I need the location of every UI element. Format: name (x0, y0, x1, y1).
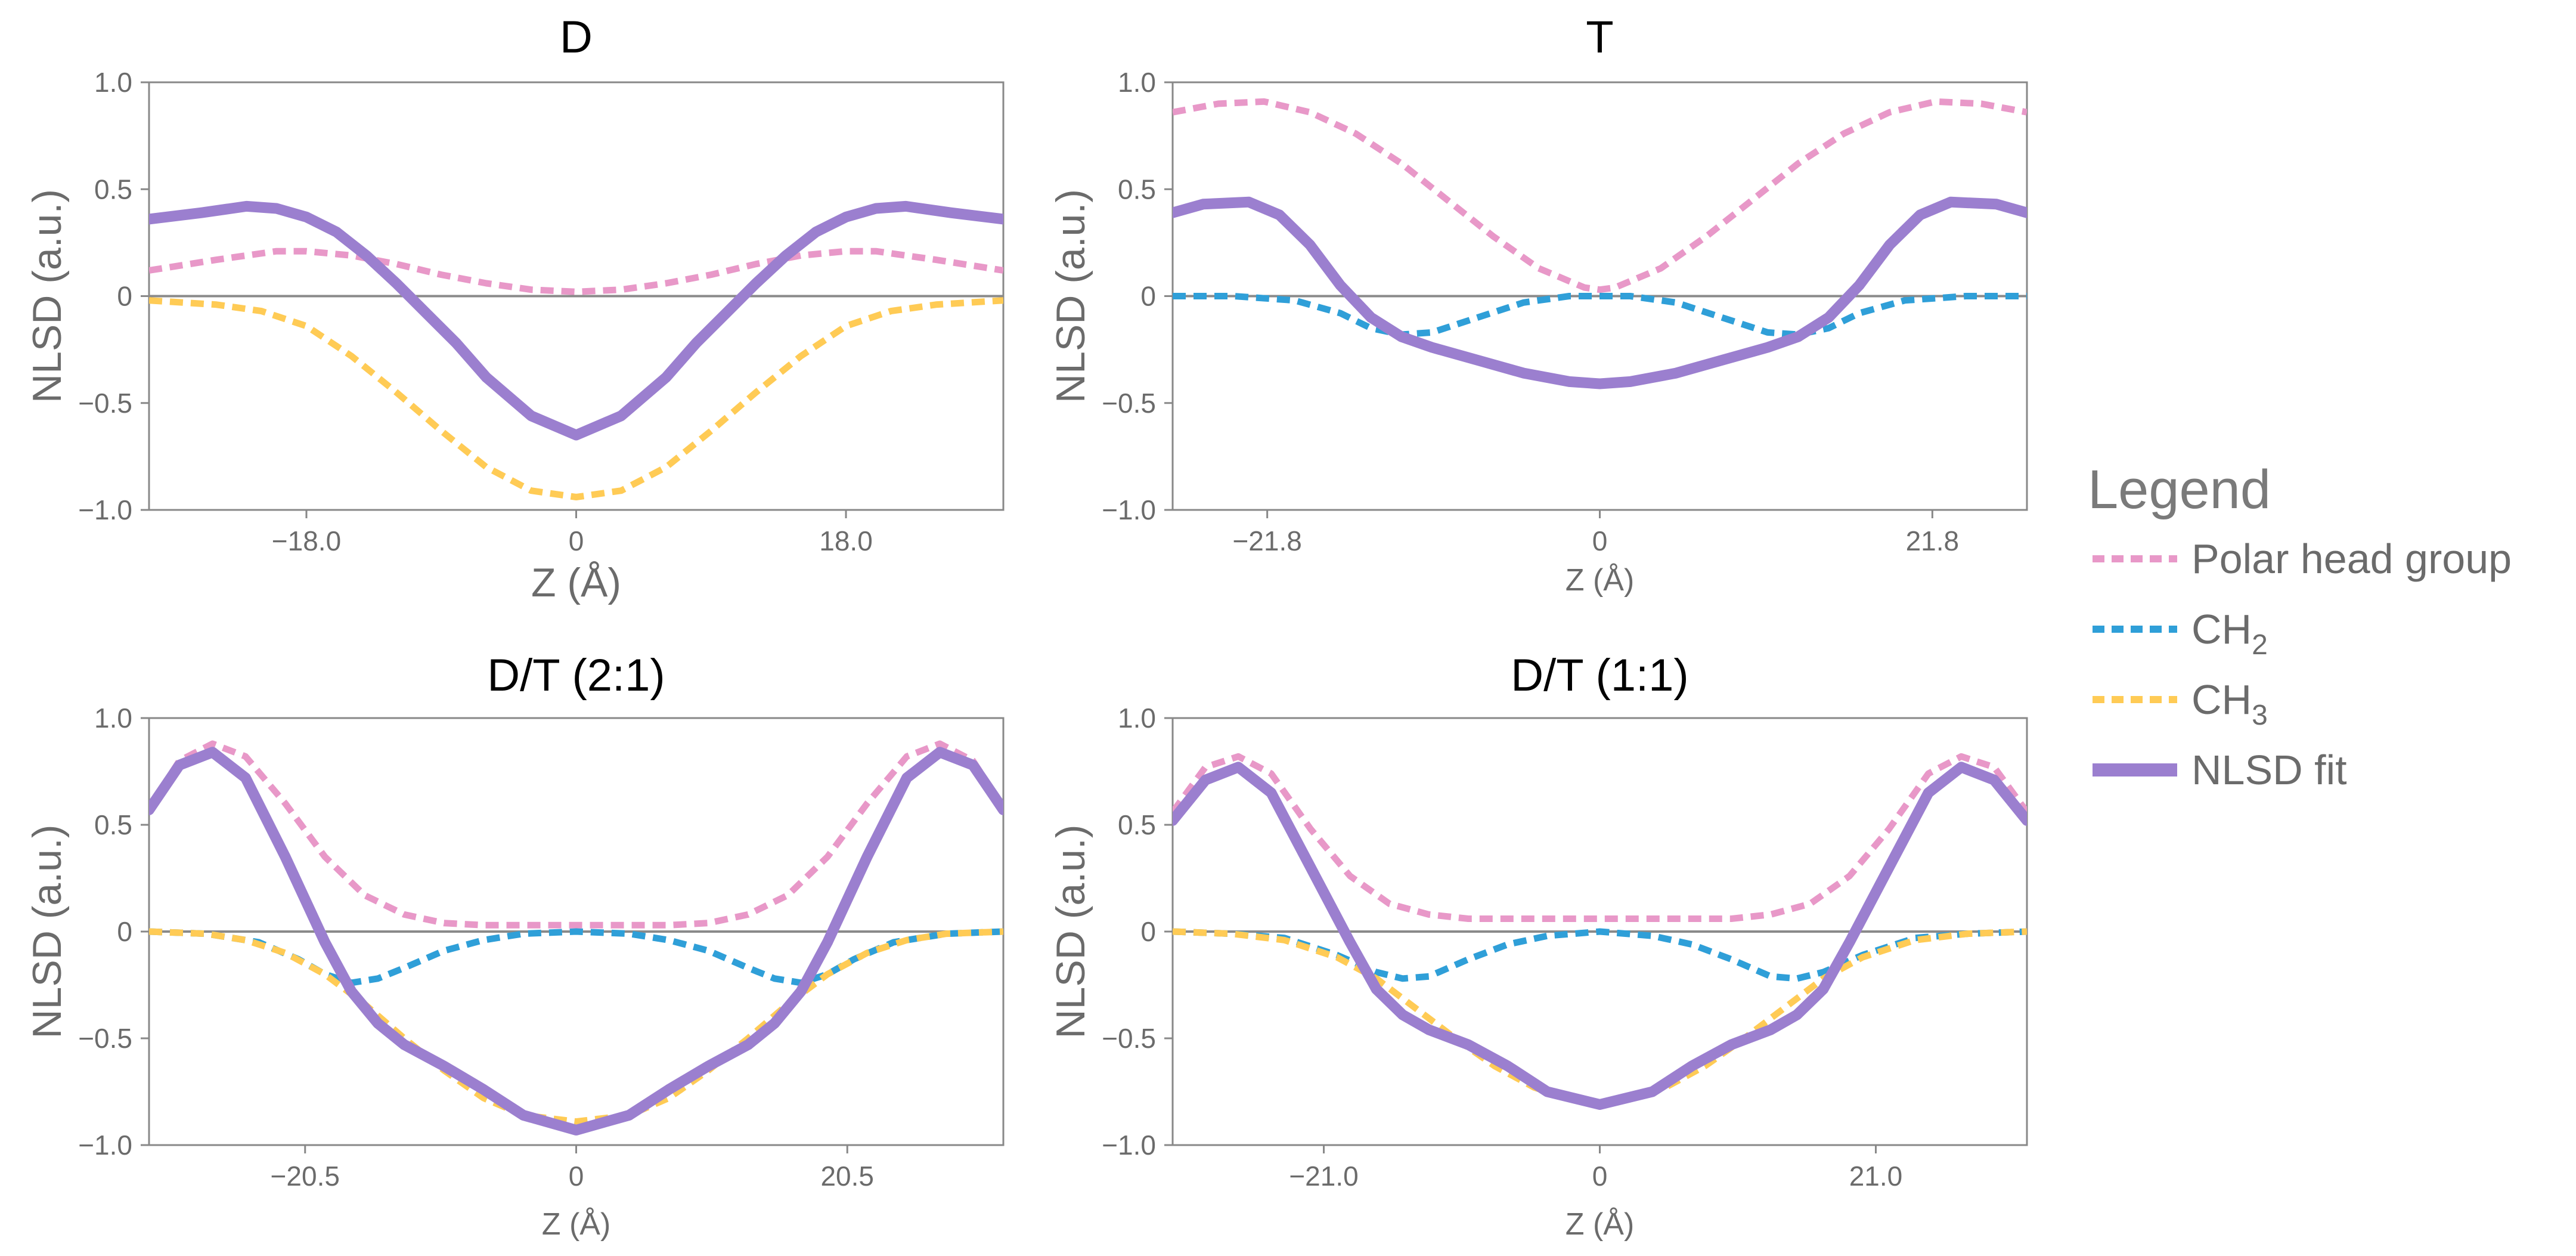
legend-title: Legend (2088, 459, 2271, 520)
x-axis-label: Z (Å) (1566, 563, 1635, 598)
x-tick-label: −18.0 (272, 525, 341, 556)
series-group (1173, 98, 2027, 389)
y-tick-label: −0.5 (78, 388, 132, 419)
legend-label: CH3 (2191, 676, 2268, 731)
y-tick-label: 1.0 (94, 67, 132, 98)
x-tick-label: 20.5 (820, 1161, 874, 1192)
x-tick-label: −21.0 (1289, 1161, 1358, 1192)
legend-label: Polar head group (2191, 536, 2512, 582)
x-tick-label: 21.8 (1906, 525, 1960, 556)
series-line-fit (149, 200, 1003, 441)
y-tick-label: 0.5 (94, 809, 132, 840)
y-tick-label: 0 (1140, 916, 1156, 947)
series-line-polar (149, 248, 1003, 295)
x-tick-label: 21.0 (1849, 1161, 1903, 1192)
panel-title: D/T (2:1) (487, 650, 665, 701)
series-line-ch3 (149, 297, 1003, 500)
legend-item-fit: NLSD fit (2093, 747, 2347, 793)
series-line-fit (1173, 762, 2027, 1110)
series-group (149, 200, 1003, 500)
y-tick-label: −0.5 (1102, 388, 1156, 419)
panel-title: T (1586, 12, 1613, 63)
y-tick-label: 0 (117, 281, 132, 312)
series-group (1173, 753, 2027, 1110)
y-tick-label: 1.0 (1118, 703, 1156, 734)
x-tick-label: −20.5 (271, 1161, 340, 1192)
y-axis-label: NLSD (a.u.) (24, 825, 70, 1039)
x-axis-label: Z (Å) (1566, 1207, 1635, 1242)
series-line-polar (149, 740, 1003, 929)
x-tick-label: 0 (569, 525, 584, 556)
series-line-polar (1173, 753, 2027, 922)
y-tick-label: −1.0 (78, 1130, 132, 1161)
series-line-polar (1173, 98, 2027, 293)
y-tick-label: 0.5 (94, 174, 132, 205)
legend-label: CH2 (2191, 606, 2268, 661)
chart-panel-4: 1.0 0.5 0 −0.5 −1.0 −21.0 0 21.0 D/T (1:1) Z (Å) N… (1048, 650, 2028, 1242)
x-tick-label: 0 (569, 1161, 584, 1192)
chart-panel-2: 1.0 0.5 0 −0.5 −1.0 −21.8 0 21.8 T Z (Å) NLSD (a.u… (1048, 12, 2028, 598)
y-tick-label: 1.0 (1118, 67, 1156, 98)
x-tick-label: 0 (1592, 525, 1608, 556)
series-line-ch3 (149, 928, 1003, 1125)
y-tick-label: 0.5 (1118, 174, 1156, 205)
legend: Legend Polar head group CH2 CH3 NLSD fit (2088, 459, 2512, 793)
y-tick-label: −1.0 (1102, 494, 1156, 525)
x-tick-label: 0 (1592, 1161, 1608, 1192)
y-tick-label: 0 (117, 916, 132, 947)
y-tick-label: −1.0 (78, 494, 132, 525)
y-tick-label: 0.5 (1118, 809, 1156, 840)
x-tick-label: 18.0 (819, 525, 873, 556)
chart-panel-3: 1.0 0.5 0 −0.5 −1.0 −20.5 0 20.5 D/T (2:1) Z (Å) N… (24, 650, 1005, 1242)
series-line-fit (149, 747, 1003, 1136)
panel-title: D (560, 12, 593, 63)
y-axis-label: NLSD (a.u.) (24, 189, 70, 403)
legend-label: NLSD fit (2191, 747, 2347, 793)
series-line-ch2 (1173, 293, 2027, 338)
legend-item-ch3: CH3 (2093, 676, 2268, 731)
legend-item-polar: Polar head group (2093, 536, 2512, 582)
y-tick-label: −0.5 (1102, 1023, 1156, 1054)
y-axis-label: NLSD (a.u.) (1048, 189, 1093, 403)
series-line-fit (1173, 196, 2027, 389)
y-axis-label: NLSD (a.u.) (1048, 825, 1093, 1039)
series-line-ch2 (1173, 928, 2027, 982)
series-line-ch2 (149, 928, 1003, 986)
y-tick-label: 0 (1140, 281, 1156, 312)
y-tick-label: −1.0 (1102, 1130, 1156, 1161)
series-group (149, 740, 1003, 1136)
x-tick-label: −21.8 (1232, 525, 1301, 556)
legend-item-ch2: CH2 (2093, 606, 2268, 661)
chart-panel-1: 1.0 0.5 0 −0.5 −1.0 −18.0 0 18.0 D Z (Å) NLSD (a.u… (24, 12, 1005, 605)
y-tick-label: 1.0 (94, 703, 132, 734)
y-tick-label: −0.5 (78, 1023, 132, 1054)
panel-title: D/T (1:1) (1511, 650, 1688, 701)
series-line-ch3 (1173, 928, 2027, 1106)
chart-panels: 1.0 0.5 0 −0.5 −1.0 −18.0 0 18.0 D Z (Å) NLSD (a.u… (24, 12, 2028, 1242)
x-axis-label: Z (Å) (542, 1207, 611, 1242)
x-axis-label: Z (Å) (531, 560, 621, 605)
